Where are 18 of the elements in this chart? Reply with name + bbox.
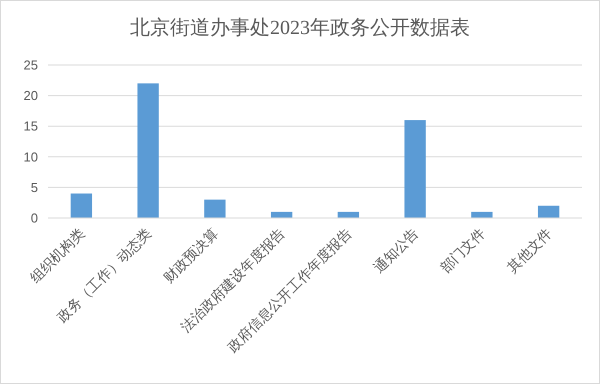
bar — [270, 212, 292, 218]
x-tick-label: 其他文件 — [504, 226, 556, 276]
bar — [204, 200, 226, 218]
bar — [137, 83, 159, 218]
y-tick-label: 5 — [30, 180, 38, 195]
y-tick-label: 25 — [24, 58, 38, 72]
bar — [538, 206, 560, 218]
y-tick-label: 10 — [24, 149, 38, 164]
y-tick-label: 0 — [30, 210, 38, 226]
x-tick-label: 部门文件 — [438, 226, 489, 276]
chart-title: 北京街道办事处2023年政务公开数据表 — [130, 17, 470, 39]
y-tick-label: 20 — [24, 88, 38, 104]
x-tick-label: 通知公告 — [371, 226, 422, 276]
bar — [70, 194, 92, 218]
bar — [471, 212, 493, 218]
bar — [404, 120, 426, 218]
y-tick-label: 15 — [24, 118, 38, 134]
bar — [338, 212, 360, 218]
